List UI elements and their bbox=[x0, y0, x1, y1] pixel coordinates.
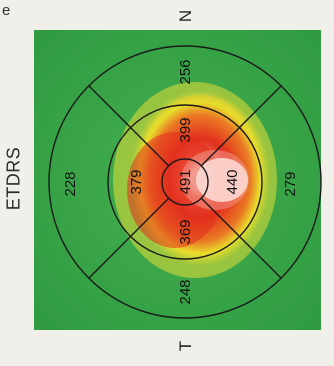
north-label: N bbox=[176, 10, 195, 22]
grid-line-se bbox=[200, 197, 282, 279]
center-ring bbox=[161, 158, 209, 206]
pink-rim bbox=[181, 150, 249, 210]
sector-inner-temporal-value: 379 bbox=[128, 169, 145, 194]
grid-line-nw bbox=[88, 85, 170, 167]
temporal-label: T bbox=[176, 341, 195, 351]
grid-line-ne bbox=[200, 85, 282, 167]
grid-line-sw bbox=[88, 197, 170, 279]
sector-outer-temporal-value: 228 bbox=[62, 171, 79, 196]
sector-inner-nasal-value: 440 bbox=[224, 169, 241, 194]
white-peak bbox=[196, 158, 248, 202]
sector-inner-inferior-value: 369 bbox=[177, 219, 194, 244]
sector-outer-inferior-value: 248 bbox=[177, 279, 194, 304]
sector-inner-superior-value: 399 bbox=[177, 117, 194, 142]
outer-ring bbox=[48, 45, 322, 319]
sector-center-value: 491 bbox=[177, 169, 194, 194]
panel-letter: e bbox=[2, 2, 11, 19]
red-zone bbox=[127, 132, 223, 248]
sector-outer-superior-value: 256 bbox=[177, 59, 194, 84]
etdrs-grid bbox=[48, 45, 322, 319]
inner-ring bbox=[107, 104, 263, 260]
sector-outer-nasal-value: 279 bbox=[282, 171, 299, 196]
